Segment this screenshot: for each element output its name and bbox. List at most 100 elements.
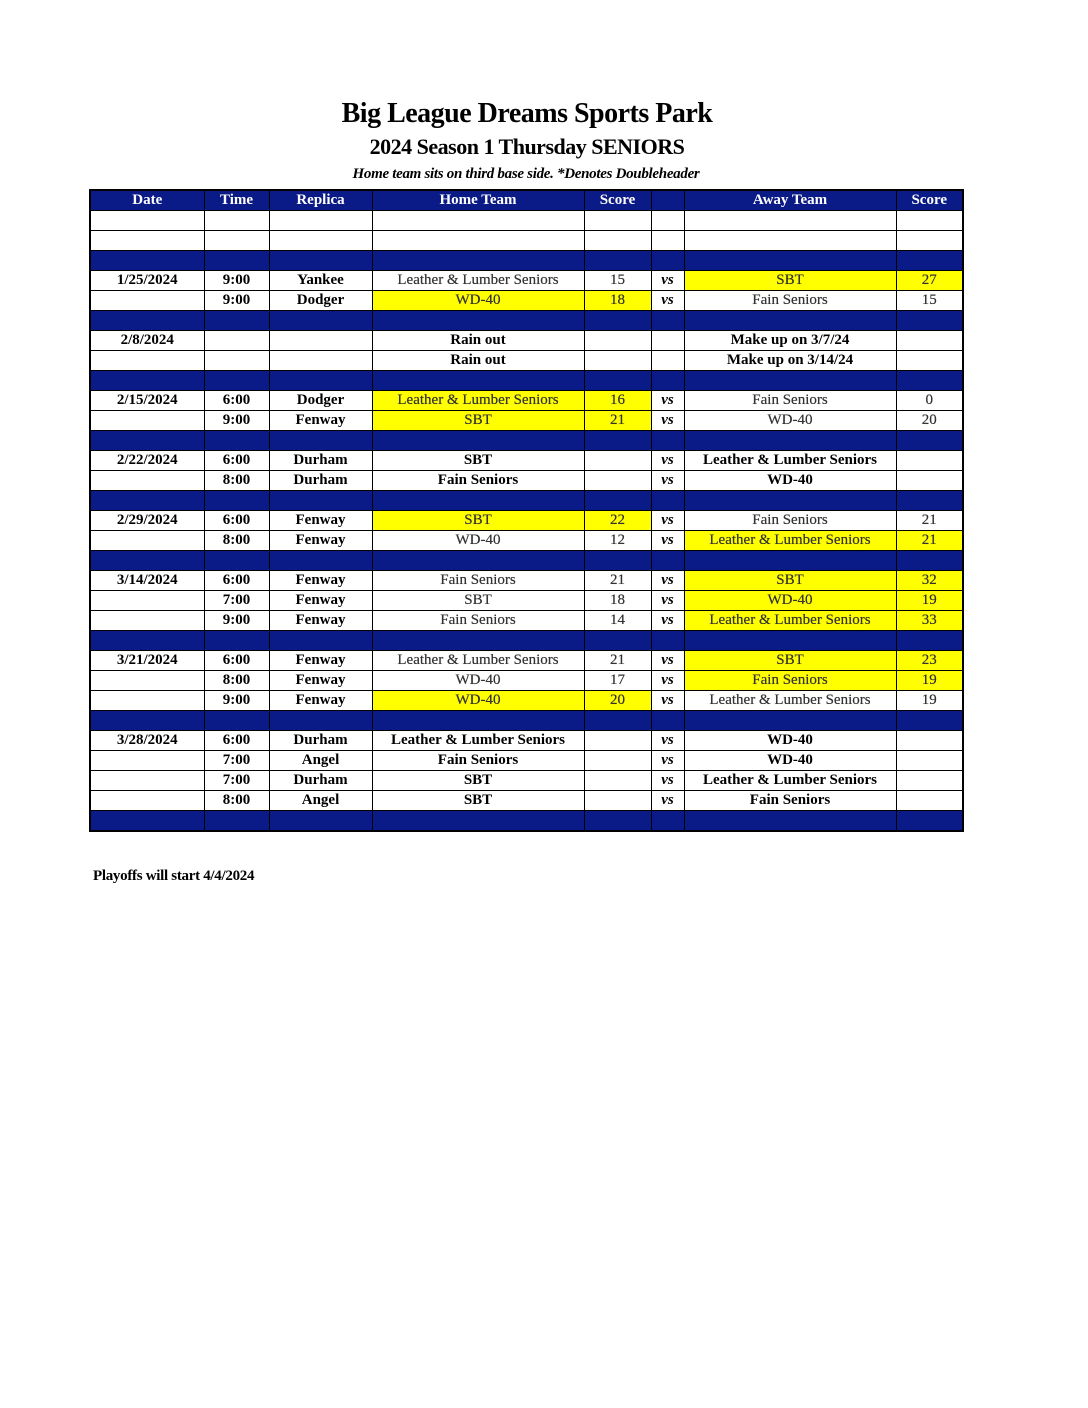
cell-home-score <box>583 790 652 811</box>
cell-time: 8:00 <box>203 530 270 551</box>
separator-row <box>89 630 964 651</box>
cell-away: WD-40 <box>683 590 897 611</box>
empty-cell <box>89 810 205 832</box>
cell-home-score: 21 <box>583 410 652 431</box>
cell-date <box>89 750 205 771</box>
cell-replica: Durham <box>268 450 373 471</box>
cell-date: 2/8/2024 <box>89 330 205 351</box>
cell-date <box>89 770 205 791</box>
cell-date <box>89 690 205 711</box>
empty-cell <box>203 710 270 731</box>
empty-cell <box>203 810 270 832</box>
empty-cell <box>89 230 205 251</box>
cell-date <box>89 790 205 811</box>
empty-cell <box>650 710 685 731</box>
cell-replica: Fenway <box>268 410 373 431</box>
cell-home-score <box>583 750 652 771</box>
game-row: 1/25/2024 9:00 Yankee Leather & Lumber Seni… <box>89 270 964 291</box>
empty-cell <box>650 370 685 391</box>
cell-home-score <box>583 470 652 491</box>
cell-time: 6:00 <box>203 730 270 751</box>
cell-away-score: 19 <box>895 670 964 691</box>
cell-home: SBT <box>371 790 585 811</box>
col-replica: Replica <box>268 189 373 211</box>
cell-date <box>89 410 205 431</box>
cell-home-score <box>583 330 652 351</box>
empty-cell <box>203 430 270 451</box>
empty-cell <box>895 310 964 331</box>
cell-away-score: 27 <box>895 270 964 291</box>
cell-away-score <box>895 450 964 471</box>
cell-home-score: 18 <box>583 590 652 611</box>
empty-cell <box>650 310 685 331</box>
cell-vs: vs <box>650 410 685 431</box>
cell-away-score: 32 <box>895 570 964 591</box>
cell-home: SBT <box>371 590 585 611</box>
cell-replica: Fenway <box>268 530 373 551</box>
cell-away-score: 33 <box>895 610 964 631</box>
game-row: 8:00 Fenway WD-40 17 vs Fain Seniors 19 <box>89 670 964 691</box>
cell-away: Leather & Lumber Seniors <box>683 610 897 631</box>
cell-vs: vs <box>650 530 685 551</box>
empty-cell <box>203 370 270 391</box>
cell-vs: vs <box>650 470 685 491</box>
cell-replica <box>268 330 373 351</box>
empty-cell <box>895 490 964 511</box>
empty-cell <box>268 250 373 271</box>
cell-replica: Angel <box>268 750 373 771</box>
cell-vs: vs <box>650 510 685 531</box>
empty-cell <box>203 210 270 231</box>
empty-cell <box>583 210 652 231</box>
cell-replica: Dodger <box>268 290 373 311</box>
separator-row <box>89 370 964 391</box>
cell-home-score: 16 <box>583 390 652 411</box>
empty-cell <box>371 210 585 231</box>
game-row: 9:00 Fenway WD-40 20 vs Leather & Lumber Seni… <box>89 690 964 711</box>
cell-date <box>89 290 205 311</box>
cell-date <box>89 610 205 631</box>
empty-cell <box>895 230 964 251</box>
empty-cell <box>268 430 373 451</box>
col-away-score: Score <box>895 189 964 211</box>
cell-replica: Fenway <box>268 670 373 691</box>
cell-time <box>203 350 270 371</box>
cell-away: SBT <box>683 650 897 671</box>
blank-row <box>89 210 964 231</box>
cell-replica: Fenway <box>268 610 373 631</box>
empty-cell <box>683 230 897 251</box>
cell-away-score: 15 <box>895 290 964 311</box>
cell-home-score: 15 <box>583 270 652 291</box>
cell-home: Rain out <box>371 350 585 371</box>
cell-vs: vs <box>650 450 685 471</box>
cell-home-score: 21 <box>583 570 652 591</box>
game-row: 7:00 Fenway SBT 18 vs WD-40 19 <box>89 590 964 611</box>
cell-away: Leather & Lumber Seniors <box>683 690 897 711</box>
cell-replica: Fenway <box>268 690 373 711</box>
cell-replica: Fenway <box>268 570 373 591</box>
cell-time: 6:00 <box>203 510 270 531</box>
empty-cell <box>203 230 270 251</box>
empty-cell <box>268 230 373 251</box>
cell-date <box>89 670 205 691</box>
cell-home-score <box>583 450 652 471</box>
cell-home-score: 22 <box>583 510 652 531</box>
cell-home-score: 20 <box>583 690 652 711</box>
separator-row <box>89 550 964 571</box>
empty-cell <box>583 430 652 451</box>
empty-cell <box>683 490 897 511</box>
col-time: Time <box>203 189 270 211</box>
cell-home-score: 17 <box>583 670 652 691</box>
cell-vs <box>650 330 685 351</box>
empty-cell <box>89 370 205 391</box>
cell-home-score: 21 <box>583 650 652 671</box>
empty-cell <box>683 250 897 271</box>
cell-home: Leather & Lumber Seniors <box>371 650 585 671</box>
page-title: Big League Dreams Sports Park <box>341 98 713 129</box>
cell-replica: Fenway <box>268 650 373 671</box>
cell-date: 2/22/2024 <box>89 450 205 471</box>
schedule-body: 1/25/2024 9:00 Yankee Leather & Lumber Seni… <box>89 210 964 832</box>
cell-date: 2/15/2024 <box>89 390 205 411</box>
empty-cell <box>371 230 585 251</box>
cell-away-score: 19 <box>895 590 964 611</box>
